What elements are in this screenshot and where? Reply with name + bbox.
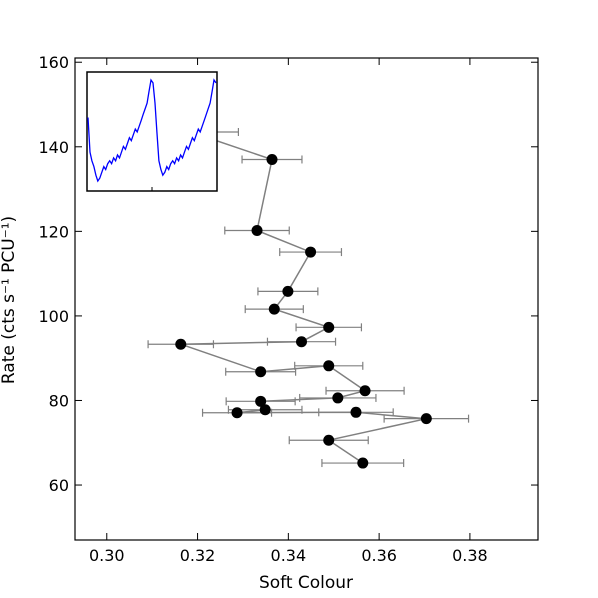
data-point-13 [255, 395, 267, 407]
data-point-17 [420, 413, 432, 425]
y-tick-label: 80 [49, 391, 69, 410]
data-point-19 [357, 457, 369, 469]
y-tick-label: 120 [38, 222, 69, 241]
plot-frame [74, 57, 539, 541]
x-axis-label: Soft Colour [259, 573, 353, 593]
data-point-7 [296, 336, 308, 348]
x-tick-label: 0.36 [361, 546, 397, 565]
y-tick-label: 160 [38, 53, 69, 72]
data-point-10 [323, 360, 335, 372]
data-point-11 [359, 385, 371, 397]
x-axis: 0.30 0.32 0.34 0.36 0.38 [89, 58, 488, 565]
plot-area [74, 57, 539, 541]
y-axis: 60 80 100 120 140 160 [38, 53, 538, 495]
data-point-18 [323, 434, 335, 446]
data-point-15 [231, 407, 243, 419]
data-point-8 [175, 338, 187, 350]
inset-chart [86, 71, 218, 192]
data-point-4 [282, 285, 294, 297]
data-point-2 [251, 225, 263, 237]
y-tick-label: 100 [38, 307, 69, 326]
y-tick-label: 60 [49, 476, 69, 495]
x-tick-label: 0.32 [180, 546, 216, 565]
data-point-1 [266, 153, 278, 165]
data-point-16 [350, 406, 362, 418]
y-tick-label: 140 [38, 138, 69, 157]
x-tick-label: 0.38 [452, 546, 488, 565]
data-point-5 [268, 303, 280, 315]
inset-frame [86, 71, 218, 192]
x-tick-label: 0.30 [89, 546, 125, 565]
data-point-6 [323, 321, 335, 333]
data-point-9 [255, 366, 267, 378]
data-point-3 [305, 246, 317, 258]
data-markers [175, 126, 432, 469]
data-point-12 [332, 392, 344, 404]
data-point-14 [259, 404, 271, 416]
y-axis-label: Rate (cts s⁻¹ PCU⁻¹) [0, 216, 19, 384]
x-tick-label: 0.34 [271, 546, 307, 565]
inset-line [87, 78, 217, 183]
